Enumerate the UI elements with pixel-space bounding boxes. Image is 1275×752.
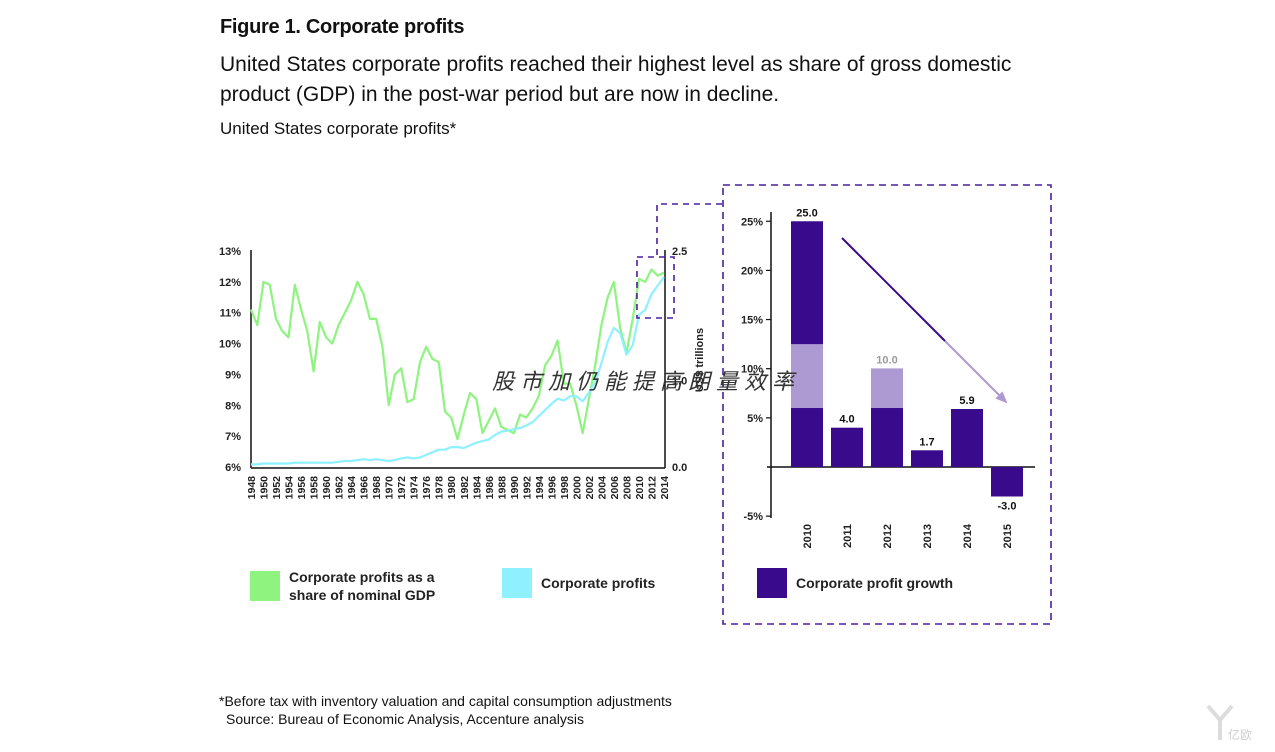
x-tick-label: 1988 bbox=[496, 476, 508, 500]
right-axis-tick-label: 1.0 bbox=[672, 376, 687, 388]
corner-logo: 亿欧 bbox=[1204, 700, 1260, 744]
x-tick-label: 2000 bbox=[571, 476, 583, 500]
left-axis-tick-label: 13% bbox=[219, 246, 241, 258]
x-tick-label: 1976 bbox=[421, 476, 433, 500]
bar-data-label: -3.0 bbox=[998, 500, 1017, 512]
legend-label-share-line1: Corporate profits as a bbox=[289, 569, 435, 585]
x-tick-label: 2002 bbox=[584, 476, 596, 500]
x-tick-label: 2010 bbox=[634, 476, 646, 500]
x-tick-label: 1964 bbox=[346, 476, 358, 500]
x-tick-label: 2006 bbox=[609, 476, 621, 500]
x-tick-label: 1952 bbox=[271, 476, 283, 500]
bar-2013 bbox=[911, 450, 943, 467]
x-tick-label: 1980 bbox=[446, 476, 458, 500]
x-tick-label: 1996 bbox=[546, 476, 558, 500]
x-tick-label: 1948 bbox=[246, 476, 258, 500]
watermark-text: 股市加仍能提高朗量效率 bbox=[492, 370, 801, 395]
bar-y-tick-label: 5% bbox=[747, 413, 763, 425]
bar-light-band-2010 bbox=[791, 344, 823, 409]
legend-item-profits: Corporate profits bbox=[502, 568, 655, 598]
x-tick-label: 1962 bbox=[334, 476, 346, 500]
bar-category-label: 2011 bbox=[842, 524, 854, 548]
x-tick-label: 1984 bbox=[471, 476, 483, 500]
bar-category-label: 2014 bbox=[962, 523, 974, 548]
x-tick-label: 2008 bbox=[621, 476, 633, 500]
x-tick-label: 2014 bbox=[659, 476, 671, 500]
right-axis-tick-label: 0.0 bbox=[672, 462, 687, 474]
x-tick-label: 1966 bbox=[359, 476, 371, 500]
x-tick-label: 1968 bbox=[371, 476, 383, 500]
bar-y-tick-label: -5% bbox=[743, 511, 763, 523]
bar-y-tick-label: 10% bbox=[741, 364, 763, 376]
chart-title: United States corporate profits* bbox=[220, 119, 457, 138]
left-axis-tick-label: 10% bbox=[219, 339, 241, 351]
bar-data-label: 1.7 bbox=[919, 436, 934, 448]
left-axis-tick-label: 11% bbox=[220, 308, 242, 320]
legend-item-growth: Corporate profit growth bbox=[757, 568, 953, 598]
left-axis-tick-label: 6% bbox=[225, 462, 241, 474]
highlight-box-large bbox=[722, 184, 1052, 625]
footnote: *Before tax with inventory valuation and… bbox=[219, 693, 672, 709]
bar-category-label: 2010 bbox=[802, 524, 814, 548]
legend-swatch-growth bbox=[757, 568, 787, 598]
left-axis-tick-label: 9% bbox=[225, 369, 241, 381]
legend-label-growth: Corporate profit growth bbox=[796, 575, 954, 591]
x-tick-label: 1954 bbox=[284, 476, 296, 500]
legend-swatch-profits bbox=[502, 568, 532, 598]
x-tick-label: 1992 bbox=[521, 476, 533, 500]
figure-subtitle: United States corporate profits reached … bbox=[220, 53, 1012, 106]
bar-2014 bbox=[951, 409, 983, 467]
bar-data-label: 5.9 bbox=[959, 395, 974, 407]
x-tick-label: 1998 bbox=[559, 476, 571, 500]
x-tick-label: 1982 bbox=[459, 476, 471, 500]
x-tick-label: 1970 bbox=[384, 476, 396, 500]
bar-category-label: 2013 bbox=[922, 524, 934, 548]
figure-title: Figure 1. Corporate profits bbox=[220, 16, 465, 38]
x-tick-label: 1986 bbox=[484, 476, 496, 500]
highlight-box-small bbox=[636, 256, 675, 319]
right-axis-label: US$ trillions bbox=[694, 328, 706, 392]
x-tick-label: 1974 bbox=[409, 476, 421, 500]
bar-data-label: 25.0 bbox=[796, 207, 817, 219]
x-tick-label: 2012 bbox=[646, 476, 658, 500]
bar-2015 bbox=[991, 467, 1023, 497]
bar-y-tick-label: 15% bbox=[741, 315, 763, 327]
bar-light-band-2012 bbox=[871, 368, 903, 409]
left-axis-tick-label: 12% bbox=[219, 277, 241, 289]
trend-arrow-light bbox=[944, 340, 1008, 404]
trend-arrow-dark bbox=[841, 237, 946, 342]
legend-label-profits: Corporate profits bbox=[541, 575, 656, 591]
left-axis-tick-label: 8% bbox=[225, 400, 241, 412]
series-line-share-gdp bbox=[249, 268, 665, 441]
legend-swatch-share-gdp bbox=[250, 571, 280, 601]
series-line-corporate-profits bbox=[251, 276, 665, 466]
x-tick-label: 1972 bbox=[396, 476, 408, 500]
x-tick-label: 1960 bbox=[321, 476, 333, 500]
bar-data-label: 4.0 bbox=[839, 414, 854, 426]
x-tick-label: 1956 bbox=[296, 476, 308, 500]
left-axis-tick-label: 7% bbox=[225, 431, 241, 443]
bar-2011 bbox=[831, 427, 863, 467]
bar-y-tick-label: 25% bbox=[741, 216, 763, 228]
bar-data-label: 10.0 bbox=[876, 355, 897, 367]
bar-y-tick-label: 20% bbox=[741, 265, 763, 277]
x-tick-label: 1950 bbox=[259, 476, 271, 500]
bar-category-label: 2012 bbox=[882, 524, 894, 548]
x-tick-label: 2004 bbox=[596, 476, 608, 500]
x-tick-label: 1958 bbox=[309, 476, 321, 500]
highlight-connector bbox=[656, 203, 723, 255]
bar-category-label: 2015 bbox=[1002, 524, 1014, 548]
legend-label-share-gdp: Corporate profits as a share of nominal … bbox=[289, 568, 435, 604]
legend-item-share-gdp: Corporate profits as a share of nominal … bbox=[250, 568, 435, 604]
source-note: Source: Bureau of Economic Analysis, Acc… bbox=[226, 711, 584, 727]
x-tick-label: 1978 bbox=[434, 476, 446, 500]
legend-label-share-line2: share of nominal GDP bbox=[289, 587, 436, 603]
x-tick-label: 1990 bbox=[509, 476, 521, 500]
x-tick-label: 1994 bbox=[534, 476, 546, 500]
right-axis-tick-label: 2.5 bbox=[672, 246, 687, 258]
corner-logo-text: 亿欧 bbox=[1228, 728, 1253, 742]
corner-logo-icon bbox=[1206, 704, 1234, 740]
